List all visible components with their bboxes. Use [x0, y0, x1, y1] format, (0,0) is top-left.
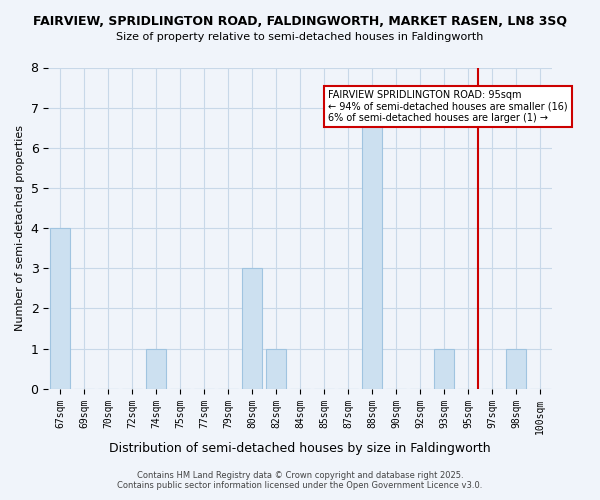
Bar — [362, 108, 382, 388]
Text: FAIRVIEW, SPRIDLINGTON ROAD, FALDINGWORTH, MARKET RASEN, LN8 3SQ: FAIRVIEW, SPRIDLINGTON ROAD, FALDINGWORT… — [33, 15, 567, 28]
Text: Contains HM Land Registry data © Crown copyright and database right 2025.
Contai: Contains HM Land Registry data © Crown c… — [118, 470, 482, 490]
Bar — [146, 348, 166, 389]
Bar — [506, 348, 526, 389]
Bar — [242, 268, 262, 388]
Text: FAIRVIEW SPRIDLINGTON ROAD: 95sqm
← 94% of semi-detached houses are smaller (16): FAIRVIEW SPRIDLINGTON ROAD: 95sqm ← 94% … — [328, 90, 568, 123]
Y-axis label: Number of semi-detached properties: Number of semi-detached properties — [15, 125, 25, 331]
Bar — [266, 348, 286, 389]
Bar — [50, 228, 70, 388]
Text: Size of property relative to semi-detached houses in Faldingworth: Size of property relative to semi-detach… — [116, 32, 484, 42]
Bar — [434, 348, 454, 389]
X-axis label: Distribution of semi-detached houses by size in Faldingworth: Distribution of semi-detached houses by … — [109, 442, 491, 455]
